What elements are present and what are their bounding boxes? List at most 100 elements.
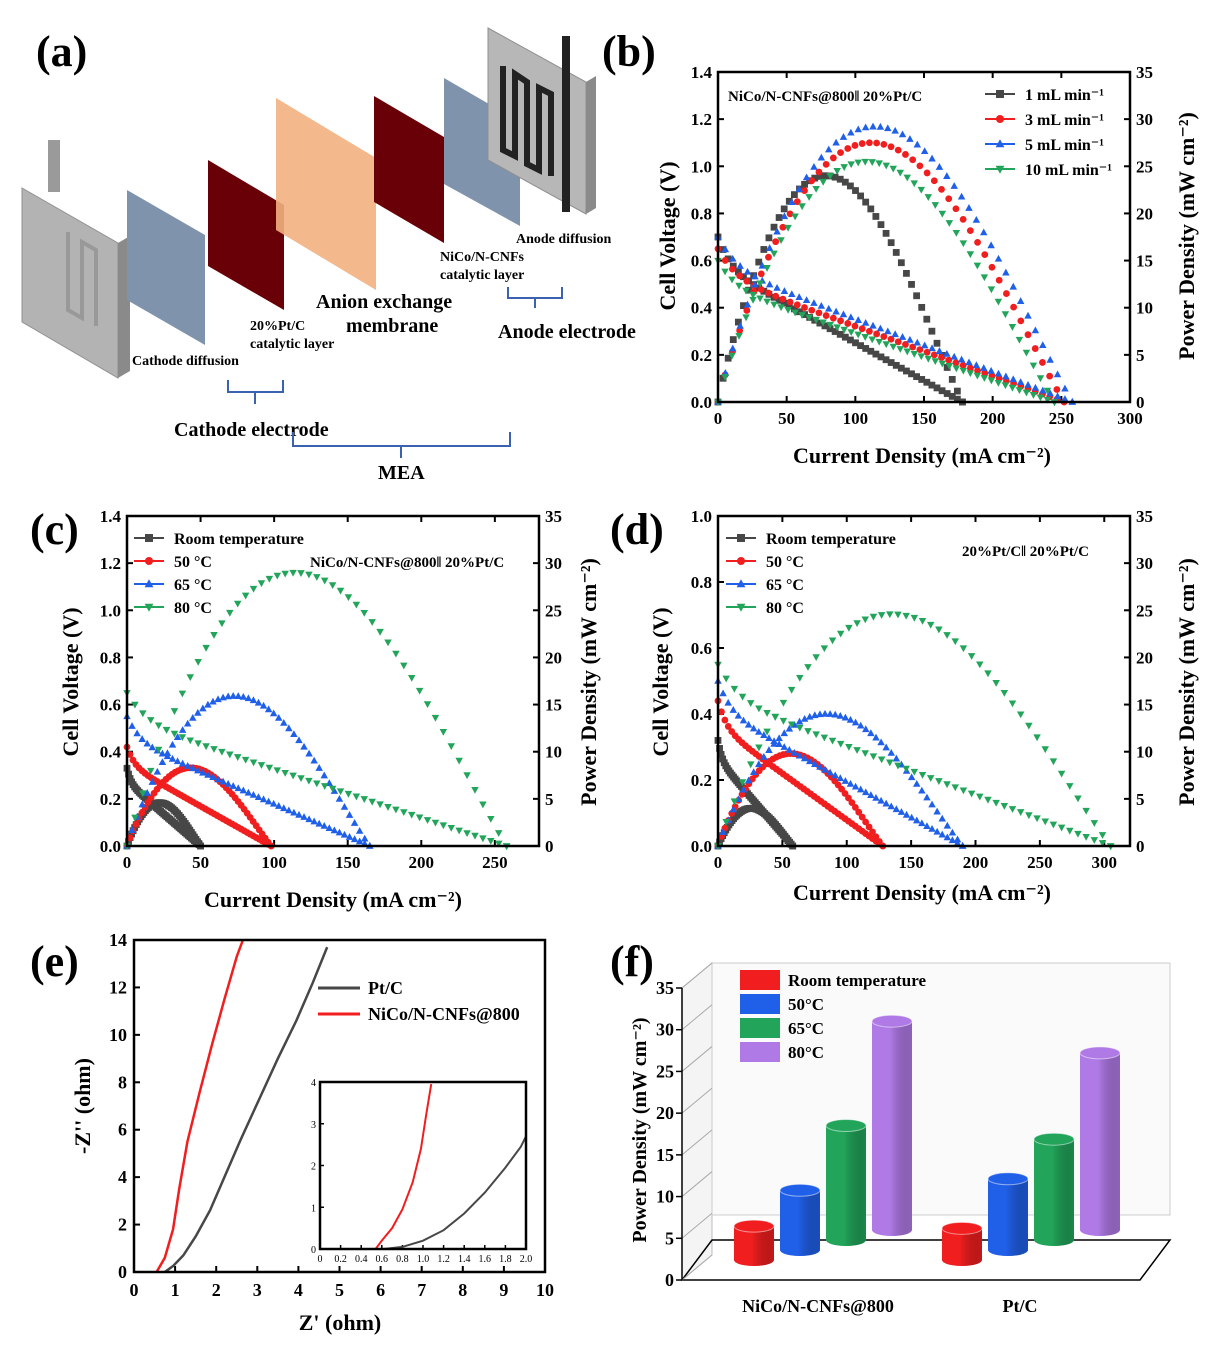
panel-d-annotation: 20%Pt/C‖ 20%Pt/C xyxy=(962,544,1089,560)
panel-c-xlabel: Current Density (mA cm⁻²) xyxy=(204,887,462,912)
data-point xyxy=(786,210,794,218)
x-tick-label: 10 xyxy=(536,1280,554,1300)
data-point xyxy=(987,366,995,374)
data-point xyxy=(916,162,924,170)
data-point xyxy=(817,153,826,161)
data-point xyxy=(1008,324,1017,331)
data-point xyxy=(851,803,859,811)
data-point xyxy=(1016,809,1025,816)
legend-label-1: 50 °C xyxy=(766,554,804,571)
label-nico-layer-2: catalytic layer xyxy=(440,268,524,283)
data-point xyxy=(735,282,743,290)
data-point xyxy=(877,738,885,746)
data-point xyxy=(1024,331,1032,339)
data-point xyxy=(244,788,253,796)
data-point xyxy=(867,205,875,213)
data-point xyxy=(360,796,369,803)
data-point xyxy=(241,592,250,600)
data-point xyxy=(336,788,345,796)
data-point xyxy=(320,783,329,790)
data-point xyxy=(984,670,992,678)
data-point xyxy=(992,679,1000,687)
data-point xyxy=(987,286,996,294)
data-point xyxy=(980,228,988,236)
data-point xyxy=(787,721,796,729)
data-point xyxy=(131,701,139,709)
data-point xyxy=(846,779,855,787)
data-point xyxy=(1036,394,1045,402)
panel-b-annotation: NiCo/N-CNFs@800‖ 20%Pt/C xyxy=(728,89,922,105)
legend-marker xyxy=(145,534,153,542)
data-point xyxy=(1090,820,1099,827)
data-point xyxy=(933,339,941,347)
data-point xyxy=(787,686,796,694)
data-point xyxy=(869,753,878,761)
data-point xyxy=(265,575,274,583)
data-point xyxy=(966,251,975,259)
y-tick-label: 35 xyxy=(656,978,674,998)
y-tick-label: 2 xyxy=(118,1215,127,1235)
data-point xyxy=(869,122,877,130)
y-tick-label: 0.6 xyxy=(100,696,121,715)
data-point xyxy=(820,734,829,742)
data-point xyxy=(305,749,313,757)
data-point xyxy=(455,757,463,765)
data-point xyxy=(1017,317,1025,325)
data-point xyxy=(204,771,212,778)
data-point xyxy=(959,361,967,369)
data-point xyxy=(233,754,242,761)
data-point xyxy=(980,274,989,282)
y-tick-label: 0.8 xyxy=(100,648,121,667)
data-point xyxy=(856,785,865,793)
data-point xyxy=(1066,783,1074,790)
data-point xyxy=(876,122,885,130)
data-point xyxy=(487,838,495,845)
data-point xyxy=(892,805,901,813)
y2-tick-label: 20 xyxy=(1136,648,1153,667)
data-point xyxy=(873,330,881,338)
data-point xyxy=(770,250,778,258)
data-point xyxy=(943,821,952,829)
bar-shade-1-3 xyxy=(1080,1052,1120,1236)
data-point xyxy=(924,355,933,363)
y-tick-label: 5 xyxy=(665,1228,674,1248)
data-point xyxy=(479,801,487,809)
data-point xyxy=(178,759,187,767)
data-point xyxy=(773,227,781,235)
cathode-diffusion-layer xyxy=(127,190,205,345)
category-group-0: NiCo/N-CNFs@800 xyxy=(733,1014,913,1316)
data-point xyxy=(862,725,870,733)
data-point xyxy=(315,764,323,771)
data-point xyxy=(851,322,859,330)
data-point xyxy=(821,709,829,717)
data-point xyxy=(851,718,860,726)
data-point xyxy=(289,772,297,780)
data-point xyxy=(400,809,408,817)
data-point xyxy=(718,708,725,716)
data-point xyxy=(280,804,288,812)
data-point xyxy=(884,124,892,132)
data-point xyxy=(902,341,909,348)
data-point xyxy=(918,617,927,625)
data-point xyxy=(953,835,962,843)
pt-catalytic-layer xyxy=(208,160,284,310)
bar-shade-1-1 xyxy=(988,1178,1028,1256)
data-point xyxy=(880,333,888,340)
data-point xyxy=(173,757,182,765)
data-point xyxy=(880,140,888,148)
data-point xyxy=(845,794,852,802)
data-point xyxy=(802,173,811,181)
data-point xyxy=(918,771,927,779)
data-point xyxy=(431,819,440,827)
data-point xyxy=(415,814,424,822)
power-curve-b-2 xyxy=(714,122,1077,405)
data-point xyxy=(780,212,789,220)
data-point xyxy=(906,335,914,343)
data-point xyxy=(868,159,876,166)
data-point xyxy=(742,287,750,295)
y-tick-label: 0.0 xyxy=(691,393,712,412)
data-point xyxy=(976,793,984,801)
data-point xyxy=(763,265,771,272)
data-point xyxy=(128,722,136,729)
data-point xyxy=(1082,833,1090,841)
